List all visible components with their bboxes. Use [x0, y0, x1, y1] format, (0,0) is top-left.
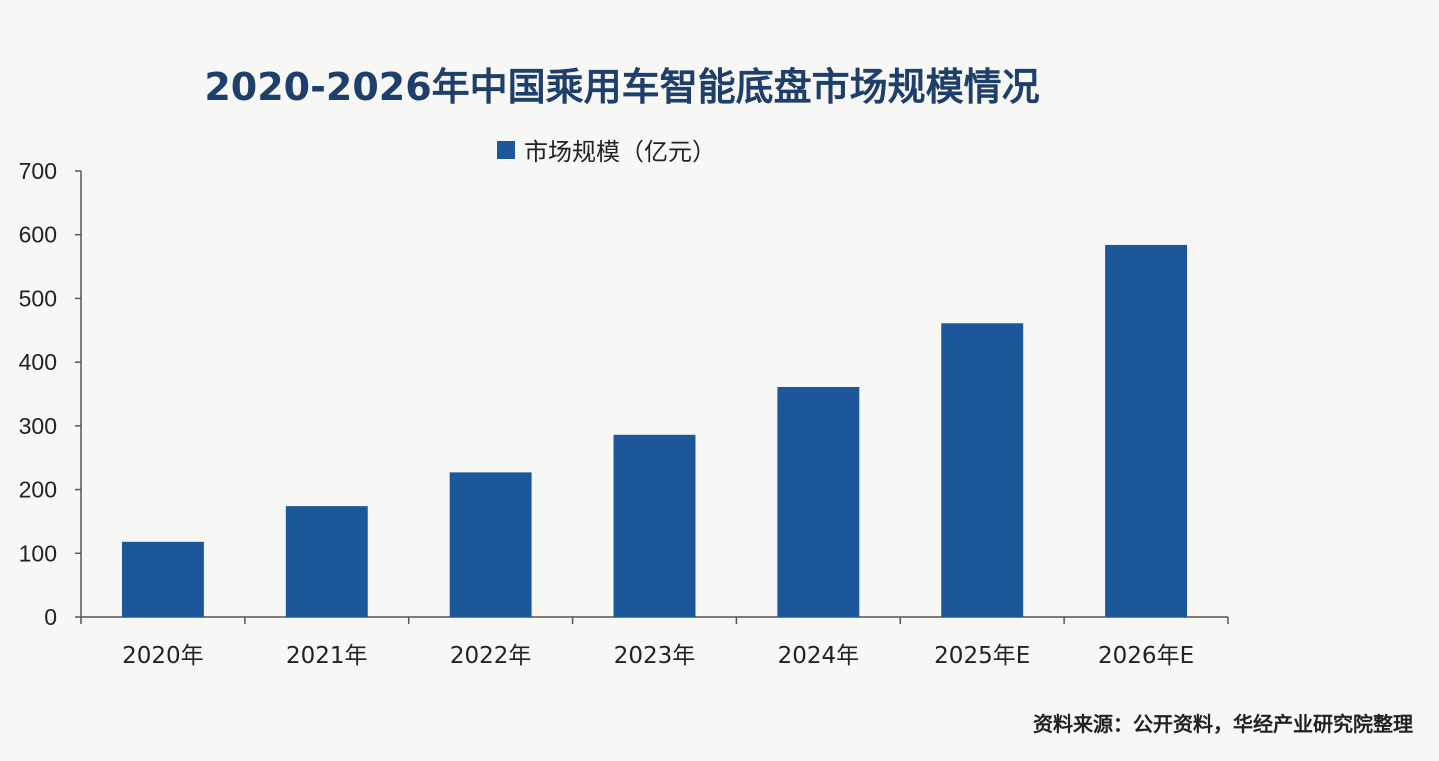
x-tick-label: 2023年	[614, 643, 696, 669]
bar-1	[121, 541, 204, 617]
y-tick-label: 0	[44, 604, 57, 630]
legend-swatch	[497, 141, 515, 159]
bar-3	[449, 472, 532, 617]
y-axis: 0 100 200 300 400 500 600 700	[19, 158, 82, 630]
bar-5	[777, 386, 860, 617]
bar-2	[285, 506, 368, 617]
y-tick-label: 700	[19, 158, 57, 184]
x-axis: 2020年 2021年 2022年 2023年 2024年 2025年E 2026年E	[80, 616, 1229, 669]
y-tick-label: 400	[19, 349, 57, 375]
x-tick-label: 2021年	[286, 643, 368, 669]
legend: 市场规模（亿元）	[497, 138, 716, 166]
legend-label: 市场规模（亿元）	[524, 138, 716, 166]
x-tick-label: 2022年	[450, 643, 532, 669]
x-tick-label: 2020年	[122, 643, 204, 669]
x-tick-label: 2025年E	[934, 643, 1030, 669]
bar-4	[613, 434, 696, 617]
x-tick-label: 2026年E	[1098, 643, 1194, 669]
bar-7	[1105, 244, 1188, 617]
bar-6	[941, 323, 1024, 617]
chart-title: 2020-2026年中国乘用车智能底盘市场规模情况	[204, 65, 1039, 109]
y-tick-label: 300	[19, 413, 57, 439]
y-tick-label: 500	[19, 285, 57, 311]
y-tick-label: 100	[19, 540, 57, 566]
x-tick-label: 2024年	[778, 643, 860, 669]
source-note: 资料来源：公开资料，华经产业研究院整理	[1033, 712, 1413, 736]
y-tick-label: 200	[19, 477, 57, 503]
y-tick-label: 600	[19, 222, 57, 248]
bar-series	[121, 244, 1188, 617]
